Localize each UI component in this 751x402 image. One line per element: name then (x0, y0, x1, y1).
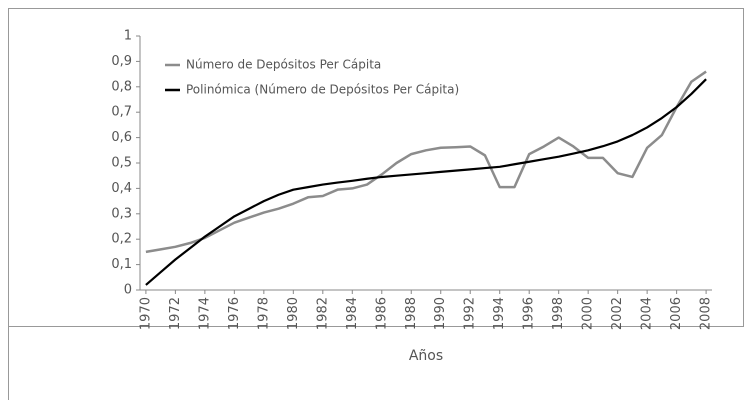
x-tick-label: 1978 (256, 297, 271, 330)
x-tick-label: 1982 (315, 297, 330, 330)
x-tick-label: 1992 (463, 297, 478, 330)
x-tick-label: 1974 (197, 297, 212, 330)
y-tick-label: 0,1 (111, 257, 132, 272)
series-line (145, 70, 707, 254)
x-tick-label: 1990 (433, 297, 448, 330)
series-line (145, 78, 707, 286)
x-tick-label: 1994 (492, 297, 507, 330)
x-tick-label: 1986 (374, 297, 389, 330)
y-tick-label: 0,7 (111, 105, 132, 120)
x-tick-label: 2002 (610, 297, 625, 330)
x-tick-label: 1984 (345, 297, 360, 330)
x-tick-label: 2006 (669, 297, 684, 330)
y-tick-label: 0,2 (111, 232, 132, 247)
y-tick-label: 0,8 (111, 79, 132, 94)
legend-label: Polinómica (Número de Depósitos Per Cápi… (186, 83, 459, 97)
y-tick-label: 1 (124, 29, 132, 44)
y-tick-label: 0,9 (111, 54, 132, 69)
x-tick-label: 1972 (168, 297, 183, 330)
y-tick-label: 0,5 (111, 156, 132, 171)
x-tick-label: 1996 (522, 297, 537, 330)
y-tick-label: 0,4 (111, 181, 132, 196)
y-tick-label: 0 (124, 283, 132, 298)
y-tick-label: 0,3 (111, 206, 132, 221)
x-tick-label: 2004 (640, 297, 655, 330)
frame (8, 8, 744, 327)
x-tick-label: 1998 (551, 297, 566, 330)
legend-label: Número de Depósitos Per Cápita (186, 58, 381, 72)
x-tick-label: 2000 (581, 297, 596, 330)
x-tick-label: 1976 (227, 297, 242, 330)
x-tick-label: 1988 (404, 297, 419, 330)
x-tick-label: 2008 (699, 297, 714, 330)
x-tick-label: 1980 (286, 297, 301, 330)
x-tick-label: 1970 (138, 297, 153, 330)
y-tick-label: 0,6 (111, 130, 132, 145)
x-axis-label: Años (409, 348, 443, 364)
